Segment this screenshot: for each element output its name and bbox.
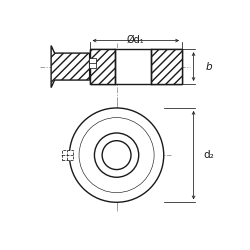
Bar xyxy=(151,49,182,84)
Bar xyxy=(90,49,115,84)
Bar xyxy=(62,150,73,160)
Circle shape xyxy=(70,108,164,202)
Polygon shape xyxy=(51,46,90,88)
Circle shape xyxy=(79,118,154,193)
Text: b: b xyxy=(206,62,212,72)
Bar xyxy=(90,49,115,84)
Bar xyxy=(90,49,182,84)
Bar xyxy=(89,58,96,68)
Text: Ød₁: Ød₁ xyxy=(127,35,145,45)
Circle shape xyxy=(94,133,139,177)
Bar xyxy=(151,49,182,84)
Text: d₂: d₂ xyxy=(204,150,214,160)
Circle shape xyxy=(102,141,131,170)
